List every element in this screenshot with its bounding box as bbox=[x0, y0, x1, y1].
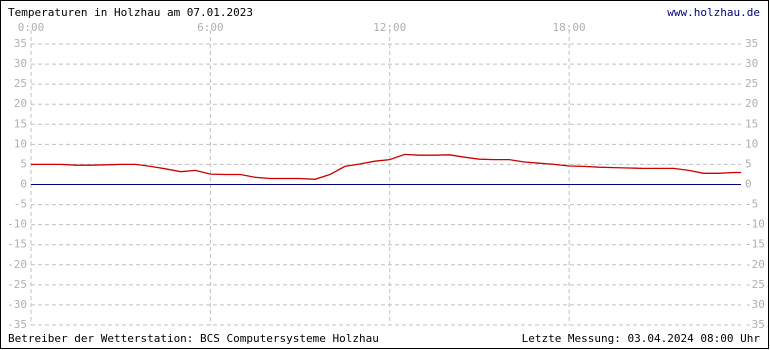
y-tick-label-right: 25 bbox=[745, 77, 758, 90]
footer-operator: Betreiber der Wetterstation: BCS Compute… bbox=[8, 332, 379, 345]
site-link[interactable]: www.holzhau.de bbox=[667, 6, 760, 19]
temperature-line bbox=[31, 153, 741, 180]
y-tick-label: 0 bbox=[20, 178, 27, 191]
y-tick-label: -10 bbox=[7, 218, 27, 231]
y-tick-label: -5 bbox=[14, 198, 27, 211]
y-tick-label: 20 bbox=[14, 97, 27, 110]
y-tick-label: -30 bbox=[7, 298, 27, 311]
y-tick-label-right: 35 bbox=[745, 37, 758, 50]
y-tick-label: -35 bbox=[7, 318, 27, 331]
y-tick-label: 5 bbox=[20, 157, 27, 170]
y-tick-label-right: -10 bbox=[745, 218, 765, 231]
y-tick-label: -15 bbox=[7, 238, 27, 251]
y-tick-label: -20 bbox=[7, 258, 27, 271]
y-tick-label-right: 15 bbox=[745, 117, 758, 130]
y-tick-label-right: 5 bbox=[745, 157, 752, 170]
x-tick-label: 12:00 bbox=[373, 21, 406, 34]
y-tick-label: 10 bbox=[14, 137, 27, 150]
y-tick-label: 30 bbox=[14, 57, 27, 70]
y-tick-label: -25 bbox=[7, 278, 27, 291]
chart-title: Temperaturen in Holzhau am 07.01.2023 bbox=[8, 6, 253, 19]
y-tick-label-right: -20 bbox=[745, 258, 765, 271]
x-tick-label: 6:00 bbox=[197, 21, 224, 34]
x-tick-label: 0:00 bbox=[18, 21, 45, 34]
y-tick-label: 15 bbox=[14, 117, 27, 130]
y-tick-label-right: 20 bbox=[745, 97, 758, 110]
y-tick-label: 35 bbox=[14, 37, 27, 50]
y-tick-label-right: 10 bbox=[745, 137, 758, 150]
y-tick-label-right: -15 bbox=[745, 238, 765, 251]
y-tick-label-right: -25 bbox=[745, 278, 765, 291]
y-tick-label-right: -30 bbox=[745, 298, 765, 311]
y-tick-label-right: 0 bbox=[745, 178, 752, 191]
y-tick-label-right: 30 bbox=[745, 57, 758, 70]
y-tick-label-right: -5 bbox=[745, 198, 758, 211]
y-tick-label-right: -35 bbox=[745, 318, 765, 331]
x-tick-label: 18:00 bbox=[553, 21, 586, 34]
y-tick-label: 25 bbox=[14, 77, 27, 90]
footer-last-measurement: Letzte Messung: 03.04.2024 08:00 Uhr bbox=[522, 332, 761, 345]
